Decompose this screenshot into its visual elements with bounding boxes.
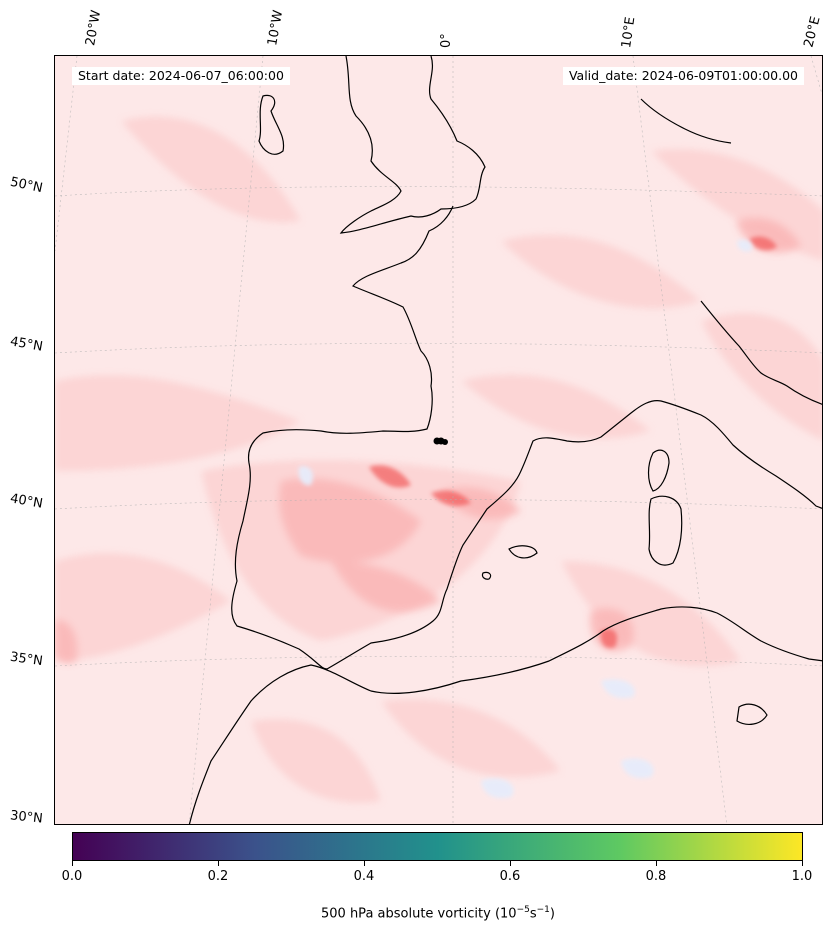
- colorbar-label: 500 hPa absolute vorticity (10−5s−1): [321, 905, 555, 922]
- lat-label-30n: 30°N: [9, 808, 44, 827]
- lon-label-10w: 10°W: [265, 9, 287, 48]
- field-strong-patches: [369, 236, 777, 649]
- coastlines: [188, 56, 822, 824]
- map-panel[interactable]: Start date: 2024-06-07_06:00:00 Valid_da…: [54, 55, 823, 825]
- lon-label-20w: 20°W: [83, 9, 105, 48]
- coast-sardinia: [648, 495, 683, 566]
- coast-sicily: [736, 703, 768, 725]
- colorbar-tick-label: 1.0: [791, 869, 813, 884]
- colorbar-tick-label: 0.0: [61, 869, 83, 884]
- start-date-box: Start date: 2024-06-07_06:00:00: [72, 67, 290, 85]
- colorbar-tick-label: 0.2: [207, 869, 229, 884]
- lat-label-50n: 50°N: [8, 174, 44, 197]
- lon-label-10e: 10°E: [619, 15, 639, 49]
- vorticity-field-map: [55, 56, 822, 824]
- colorbar-tick: [510, 861, 511, 866]
- colorbar-tick-label: 0.4: [353, 869, 375, 884]
- coast-ireland: [258, 94, 285, 155]
- colorbar-tick: [218, 861, 219, 866]
- lat-label-45n: 45°N: [8, 334, 44, 355]
- lon-label-20e: 20°E: [801, 15, 824, 49]
- colorbar: [72, 832, 803, 861]
- colorbar-tick-label: 0.8: [645, 869, 667, 884]
- valid-date-box: Valid_date: 2024-06-09T01:00:00.00: [562, 67, 804, 85]
- lon-label-0: 0°: [439, 33, 454, 48]
- colorbar-tick: [656, 861, 657, 866]
- colorbar-tick-label: 0.6: [499, 869, 521, 884]
- coast-italy-adriatic: [640, 98, 822, 405]
- colorbar-tick: [802, 861, 803, 866]
- coast-britain: [339, 56, 486, 234]
- field-negative-patches: [298, 239, 753, 799]
- colorbar-tick: [72, 861, 73, 866]
- coast-north-africa: [188, 606, 822, 824]
- lat-label-40n: 40°N: [8, 491, 44, 512]
- location-marker: [433, 437, 448, 445]
- graticule: [55, 56, 822, 824]
- colorbar-tick: [364, 861, 365, 866]
- lat-label-35n: 35°N: [9, 649, 44, 670]
- coast-france-iberia: [231, 205, 822, 670]
- coast-balearic: [481, 545, 538, 580]
- coast-corsica: [647, 449, 670, 492]
